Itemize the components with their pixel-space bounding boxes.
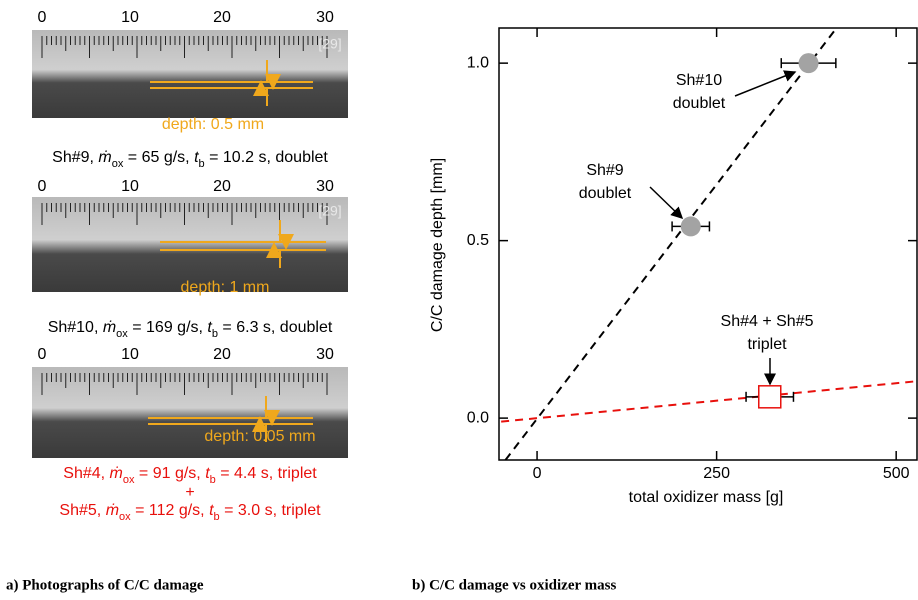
caption-part: t	[209, 502, 214, 519]
scale-label: 20	[213, 9, 231, 26]
x-axis-label: total oxidizer mass [g]	[629, 489, 784, 506]
caption-part: Sh#4,	[63, 465, 109, 482]
photo-caption: Sh#10, ṁox = 169 g/s, tb = 6.3 s, double…	[48, 319, 333, 340]
caption-part: ṁ	[106, 502, 119, 519]
photo-caption: +	[185, 484, 194, 501]
panel-b-caption: b) C/C damage vs oxidizer mass	[412, 577, 616, 593]
caption-part: ṁ	[110, 465, 123, 482]
depth-label: depth: 0.05 mm	[204, 428, 315, 445]
caption-part: ox	[119, 511, 131, 523]
scale-label: 0	[38, 346, 47, 363]
reference: [29]	[318, 36, 341, 52]
scale-label: 10	[121, 178, 139, 195]
depth-label: depth: 1 mm	[181, 279, 270, 296]
caption-part: = 91 g/s,	[134, 465, 205, 482]
x-tick-label: 0	[533, 465, 542, 482]
y-tick-label: 1.0	[467, 54, 489, 71]
scale-label: 20	[213, 346, 231, 363]
panel-a-caption: a) Photographs of C/C damage	[6, 577, 204, 593]
annotation-arrow	[649, 186, 684, 220]
reference: [29]	[318, 203, 341, 219]
fit-line	[504, 28, 838, 460]
annotation: doublet	[579, 185, 632, 202]
scale-label: 10	[121, 346, 139, 363]
y-axis-label: C/C damage depth [mm]	[429, 158, 446, 332]
caption-part: b	[214, 511, 220, 523]
caption-part: ox	[112, 158, 124, 170]
scale-label: 0	[38, 178, 47, 195]
caption-part: ox	[116, 328, 128, 340]
caption-part: b	[212, 328, 218, 340]
scale-label: 30	[316, 346, 334, 363]
photo-caption: Sh#9, ṁox = 65 g/s, tb = 10.2 s, doublet	[52, 149, 328, 170]
x-tick-label: 250	[703, 465, 730, 482]
fit-line	[501, 380, 917, 423]
caption-part: = 65 g/s,	[123, 149, 194, 166]
plot-area	[501, 28, 917, 460]
data-point	[798, 53, 819, 74]
caption-part: b	[210, 474, 216, 486]
caption-part: t	[205, 465, 210, 482]
photo-caption: Sh#4, ṁox = 91 g/s, tb = 4.4 s, triplet	[63, 465, 317, 486]
caption-part: = 6.3 s, doublet	[218, 319, 333, 336]
photo	[32, 197, 348, 292]
caption-part: Sh#9,	[52, 149, 98, 166]
data-point	[758, 385, 782, 409]
caption-part: ṁ	[103, 319, 116, 336]
photo	[32, 30, 348, 118]
x-tick-label: 500	[883, 465, 910, 482]
scale-label: 20	[213, 178, 231, 195]
scale-label: 0	[38, 9, 47, 26]
caption-part: = 3.0 s, triplet	[220, 502, 321, 519]
y-tick-label: 0.5	[467, 232, 489, 249]
caption-part: t	[194, 149, 199, 166]
scale-label: 10	[121, 9, 139, 26]
caption-part: ox	[123, 474, 135, 486]
depth-label: depth: 0.5 mm	[162, 116, 264, 133]
photo-caption: Sh#5, ṁox = 112 g/s, tb = 3.0 s, triplet	[59, 502, 321, 523]
caption-part: ṁ	[98, 149, 111, 166]
caption-part: = 169 g/s,	[128, 319, 208, 336]
data-point	[680, 216, 701, 237]
annotation: Sh#4 + Sh#5	[721, 313, 814, 330]
plot-frame	[498, 27, 918, 461]
annotation-arrow	[734, 70, 797, 97]
scale-label: 30	[316, 178, 334, 195]
annotation: Sh#10	[676, 72, 722, 89]
caption-part: = 10.2 s, doublet	[205, 149, 329, 166]
caption-part: Sh#5,	[59, 502, 105, 519]
photo	[32, 367, 348, 458]
caption-part: Sh#10,	[48, 319, 103, 336]
caption-part: b	[199, 158, 205, 170]
caption-part: = 112 g/s,	[131, 502, 209, 519]
annotation: doublet	[673, 95, 726, 112]
annotation: triplet	[747, 336, 787, 353]
y-tick-label: 0.0	[467, 409, 489, 426]
annotation: Sh#9	[586, 162, 623, 179]
caption-part: +	[185, 484, 194, 501]
caption-part: = 4.4 s, triplet	[216, 465, 317, 482]
scale-label: 30	[316, 9, 334, 26]
caption-part: t	[207, 319, 212, 336]
